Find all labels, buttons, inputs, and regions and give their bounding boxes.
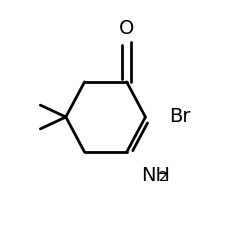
Text: O: O xyxy=(119,18,134,38)
Text: 2: 2 xyxy=(159,170,167,184)
Text: Br: Br xyxy=(169,107,190,127)
Text: NH: NH xyxy=(141,166,170,185)
